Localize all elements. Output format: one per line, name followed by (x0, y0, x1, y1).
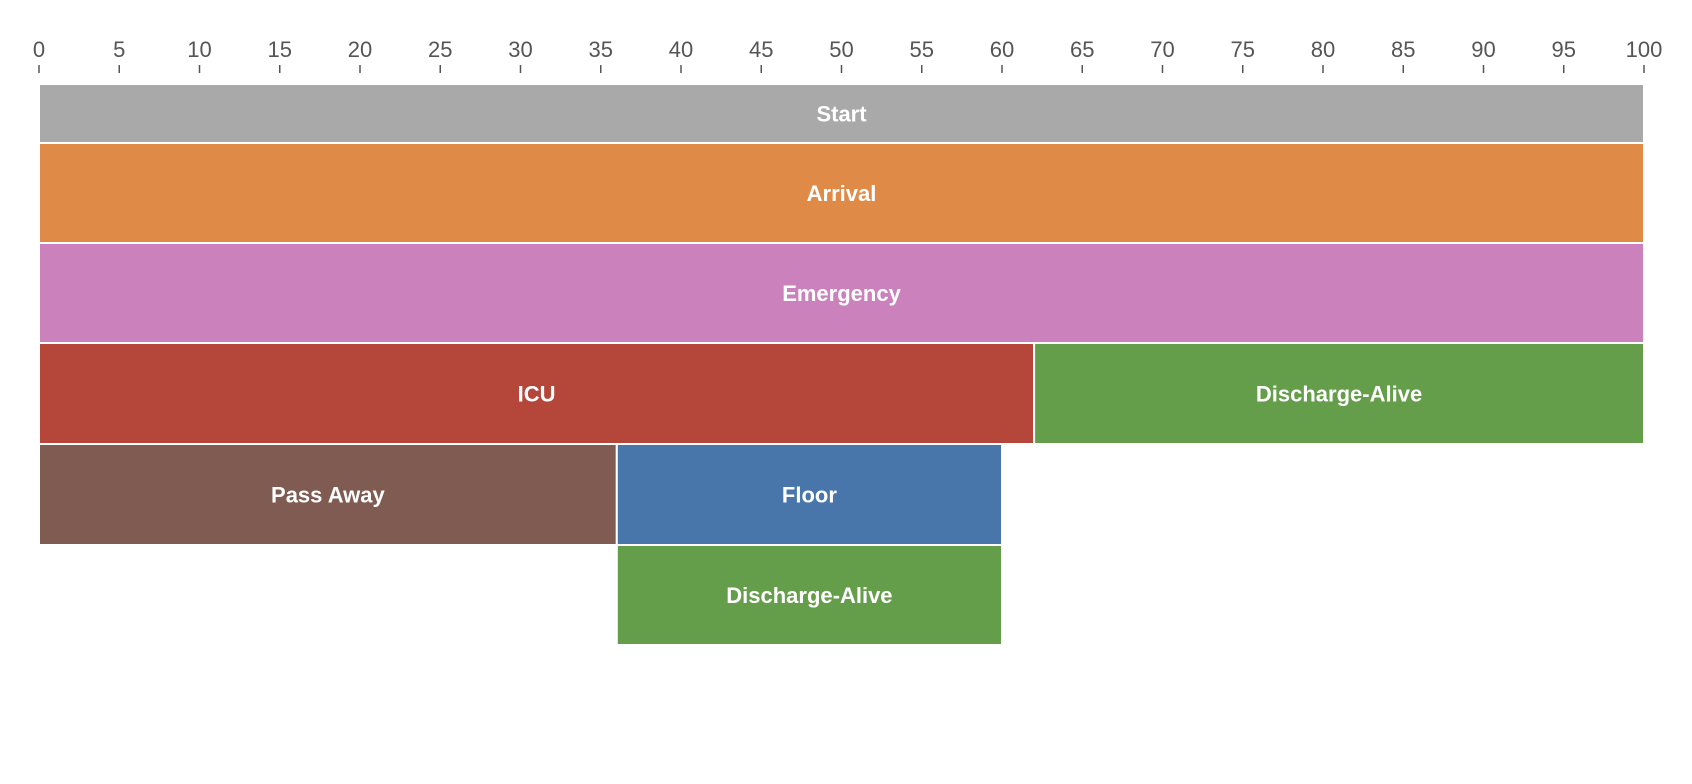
icicle-node-rect[interactable] (38, 342, 1036, 445)
x-axis: 0 5 10 15 20 25 30 35 40 45 50 55 60 65 70 75 80 85 90 95 10… (33, 37, 1662, 73)
x-tick-label: 70 (1150, 37, 1174, 62)
x-tick-label: 25 (428, 37, 452, 62)
x-tick-label: 80 (1311, 37, 1335, 62)
bars: Start Arrival Emergency ICU Discharge-Alive P… (38, 83, 1645, 646)
icicle-node[interactable]: Discharge-Alive (1033, 342, 1645, 445)
x-tick-label: 55 (910, 37, 934, 62)
x-tick-label: 50 (829, 37, 853, 62)
icicle-node-rect[interactable] (38, 242, 1645, 344)
icicle-node-label: Arrival (807, 181, 877, 206)
icicle-node[interactable]: Pass Away (38, 443, 618, 546)
icicle-node-label: Start (816, 102, 867, 127)
icicle-node[interactable]: Emergency (38, 242, 1645, 344)
icicle-node-rect[interactable] (615, 443, 1003, 546)
x-tick-label: 0 (33, 37, 45, 62)
x-tick-label: 15 (268, 37, 292, 62)
icicle-node-label: Emergency (782, 281, 901, 306)
icicle-node[interactable]: Discharge-Alive (615, 544, 1003, 646)
icicle-node-rect[interactable] (615, 544, 1003, 646)
x-tick-label: 90 (1471, 37, 1495, 62)
icicle-node-label: Discharge-Alive (1256, 382, 1422, 407)
icicle-node-rect[interactable] (38, 83, 1645, 144)
icicle-node-rect[interactable] (38, 142, 1645, 244)
x-tick-label: 45 (749, 37, 773, 62)
icicle-node[interactable]: Start (38, 83, 1645, 144)
icicle-node[interactable]: Floor (615, 443, 1003, 546)
x-tick-label: 100 (1626, 37, 1663, 62)
x-tick-label: 60 (990, 37, 1014, 62)
icicle-node-label: Discharge-Alive (726, 583, 892, 608)
x-tick-label: 35 (589, 37, 613, 62)
x-tick-label: 95 (1552, 37, 1576, 62)
icicle-node-label: ICU (518, 382, 556, 407)
icicle-node[interactable]: Arrival (38, 142, 1645, 244)
x-tick-label: 40 (669, 37, 693, 62)
x-tick-label: 75 (1231, 37, 1255, 62)
icicle-node-label: Pass Away (271, 483, 386, 508)
x-tick-label: 5 (113, 37, 125, 62)
x-tick-label: 10 (187, 37, 211, 62)
x-tick-label: 85 (1391, 37, 1415, 62)
icicle-node-rect[interactable] (1033, 342, 1645, 445)
icicle-node-label: Floor (782, 483, 837, 508)
icicle-node-rect[interactable] (38, 443, 618, 546)
icicle-node[interactable]: ICU (38, 342, 1036, 445)
x-tick-label: 30 (508, 37, 532, 62)
x-tick-label: 65 (1070, 37, 1094, 62)
x-tick-label: 20 (348, 37, 372, 62)
